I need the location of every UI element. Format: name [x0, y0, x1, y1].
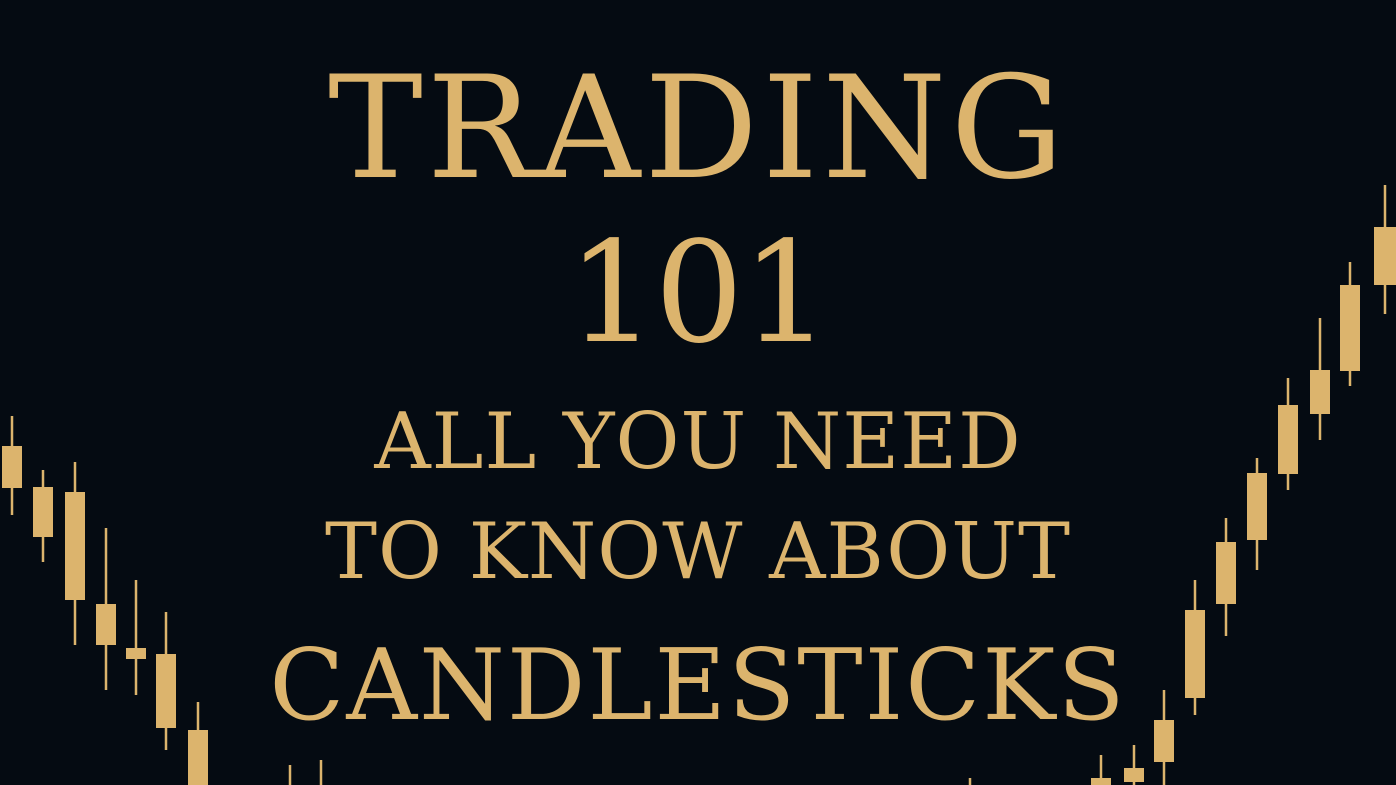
candlestick-7	[188, 702, 208, 785]
candlestick-body	[2, 446, 22, 488]
candlestick-body	[96, 604, 116, 645]
candlestick-16	[1247, 458, 1267, 570]
candlestick-body	[1154, 720, 1174, 762]
candlestick-2	[33, 470, 53, 562]
candlestick-6	[156, 612, 176, 750]
candlestick-body	[1216, 542, 1236, 604]
candlestick-body	[126, 648, 146, 659]
candlestick-body	[65, 492, 85, 600]
candlestick-body	[1374, 227, 1396, 285]
candlestick-body	[1124, 768, 1144, 782]
candlestick-body	[1310, 370, 1330, 414]
candlestick-4	[96, 528, 116, 690]
candlestick-18	[1310, 318, 1330, 440]
title-candlesticks: CANDLESTICKS	[269, 629, 1127, 743]
candlestick-1	[2, 416, 22, 515]
candlestick-body	[1185, 610, 1205, 698]
candlestick-19	[1340, 262, 1360, 386]
candlestick-15	[1216, 518, 1236, 636]
candlestick-14	[1185, 580, 1205, 715]
candlestick-body	[33, 487, 53, 537]
candlestick-body	[1278, 405, 1298, 474]
candlestick-12	[1124, 745, 1144, 785]
subtitle-line-1: ALL YOU NEED	[374, 397, 1022, 487]
title-trading: TRADING	[328, 46, 1068, 211]
candlestick-body	[1247, 473, 1267, 540]
candlestick-body	[156, 654, 176, 728]
candlestick-body	[1091, 778, 1111, 785]
candlestick-body	[188, 730, 208, 785]
subtitle-line-2: TO KNOW ABOUT	[324, 507, 1071, 597]
candlestick-5	[126, 580, 146, 695]
candlestick-13	[1154, 690, 1174, 785]
candlestick-17	[1278, 378, 1298, 490]
candlestick-3	[65, 462, 85, 645]
candlestick-20	[1374, 185, 1396, 314]
title-101: 101	[567, 212, 830, 375]
candlestick-body	[1340, 285, 1360, 371]
candlestick-11	[1091, 755, 1111, 785]
